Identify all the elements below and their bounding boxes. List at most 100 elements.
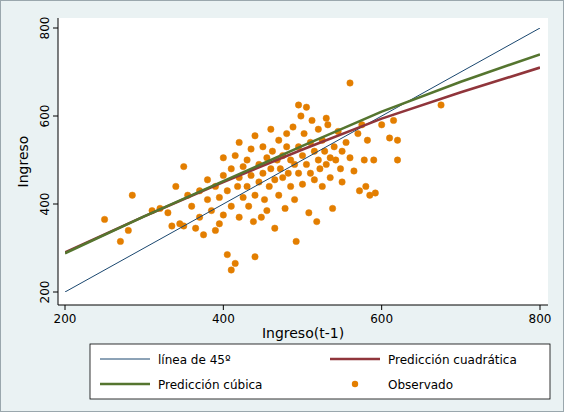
point bbox=[220, 172, 226, 178]
point bbox=[280, 174, 286, 180]
point bbox=[200, 232, 206, 238]
line bbox=[65, 54, 540, 253]
x-axis bbox=[58, 305, 548, 306]
marks bbox=[65, 28, 540, 292]
point bbox=[234, 183, 240, 189]
point bbox=[276, 137, 282, 143]
point bbox=[248, 146, 254, 152]
point bbox=[283, 144, 289, 150]
point bbox=[240, 163, 246, 169]
point bbox=[173, 183, 179, 189]
point bbox=[250, 218, 256, 224]
point bbox=[252, 133, 258, 139]
point bbox=[283, 130, 289, 136]
point bbox=[303, 161, 309, 167]
x-tick-label: 200 bbox=[54, 312, 77, 326]
point bbox=[165, 210, 171, 216]
point bbox=[258, 214, 264, 220]
point bbox=[276, 192, 282, 198]
point bbox=[188, 203, 194, 209]
point bbox=[282, 205, 288, 211]
x-tick-label: 800 bbox=[529, 312, 552, 326]
point bbox=[325, 122, 331, 128]
point bbox=[236, 214, 242, 220]
point bbox=[355, 130, 361, 136]
point bbox=[386, 135, 392, 141]
point bbox=[117, 238, 123, 244]
legend-box bbox=[90, 344, 550, 399]
point bbox=[307, 170, 313, 176]
y-tick bbox=[53, 28, 58, 29]
y-tick-label: 400 bbox=[38, 193, 52, 216]
y-axis-title: Ingreso bbox=[15, 136, 31, 188]
point bbox=[291, 196, 297, 202]
point bbox=[268, 126, 274, 132]
legend: línea de 45ºPredicción cuadráticaPredicc… bbox=[90, 344, 550, 399]
legend-marker bbox=[352, 381, 358, 387]
point bbox=[224, 188, 230, 194]
point bbox=[285, 170, 291, 176]
point bbox=[347, 80, 353, 86]
point bbox=[327, 174, 333, 180]
point bbox=[303, 104, 309, 110]
point bbox=[181, 163, 187, 169]
point bbox=[363, 183, 369, 189]
point bbox=[371, 157, 377, 163]
point bbox=[333, 157, 339, 163]
point bbox=[129, 192, 135, 198]
point bbox=[319, 183, 325, 189]
point bbox=[264, 207, 270, 213]
point bbox=[298, 113, 304, 119]
point bbox=[295, 170, 301, 176]
point bbox=[351, 168, 357, 174]
point bbox=[232, 260, 238, 266]
legend-line bbox=[330, 358, 380, 361]
point bbox=[244, 157, 250, 163]
plot-area bbox=[58, 18, 548, 305]
y-tick-label: 200 bbox=[38, 281, 52, 304]
point bbox=[245, 203, 251, 209]
point bbox=[394, 157, 400, 163]
y-axis bbox=[58, 18, 59, 305]
point bbox=[372, 190, 378, 196]
point bbox=[314, 218, 320, 224]
x-tick-label: 600 bbox=[370, 312, 393, 326]
point bbox=[204, 196, 210, 202]
point bbox=[266, 183, 272, 189]
point bbox=[323, 115, 329, 121]
point bbox=[240, 194, 246, 200]
point bbox=[212, 227, 218, 233]
point bbox=[295, 102, 301, 108]
chart: 200400600800200400600800Ingreso(t-1)Ingr… bbox=[0, 0, 564, 412]
point bbox=[394, 137, 400, 143]
point bbox=[356, 188, 362, 194]
point bbox=[269, 148, 275, 154]
legend-label: Observado bbox=[388, 378, 453, 392]
point bbox=[224, 251, 230, 257]
line bbox=[65, 28, 540, 292]
point bbox=[378, 122, 384, 128]
point bbox=[272, 177, 278, 183]
point bbox=[317, 166, 323, 172]
point bbox=[272, 225, 278, 231]
point bbox=[220, 155, 226, 161]
point bbox=[220, 212, 226, 218]
legend-line bbox=[100, 383, 150, 386]
point bbox=[260, 144, 266, 150]
point bbox=[390, 117, 396, 123]
legend-label: línea de 45º bbox=[158, 353, 231, 367]
point bbox=[169, 223, 175, 229]
point bbox=[315, 126, 321, 132]
x-tick bbox=[540, 305, 541, 310]
point bbox=[293, 238, 299, 244]
y-tick-label: 800 bbox=[38, 17, 52, 40]
legend-label: Predicción cúbica bbox=[158, 378, 262, 392]
point bbox=[323, 161, 329, 167]
y-tick bbox=[53, 204, 58, 205]
x-axis-title: Ingreso(t-1) bbox=[262, 325, 344, 341]
point bbox=[236, 139, 242, 145]
point bbox=[309, 117, 315, 123]
legend-line bbox=[100, 359, 150, 360]
point bbox=[261, 196, 267, 202]
point bbox=[331, 144, 337, 150]
